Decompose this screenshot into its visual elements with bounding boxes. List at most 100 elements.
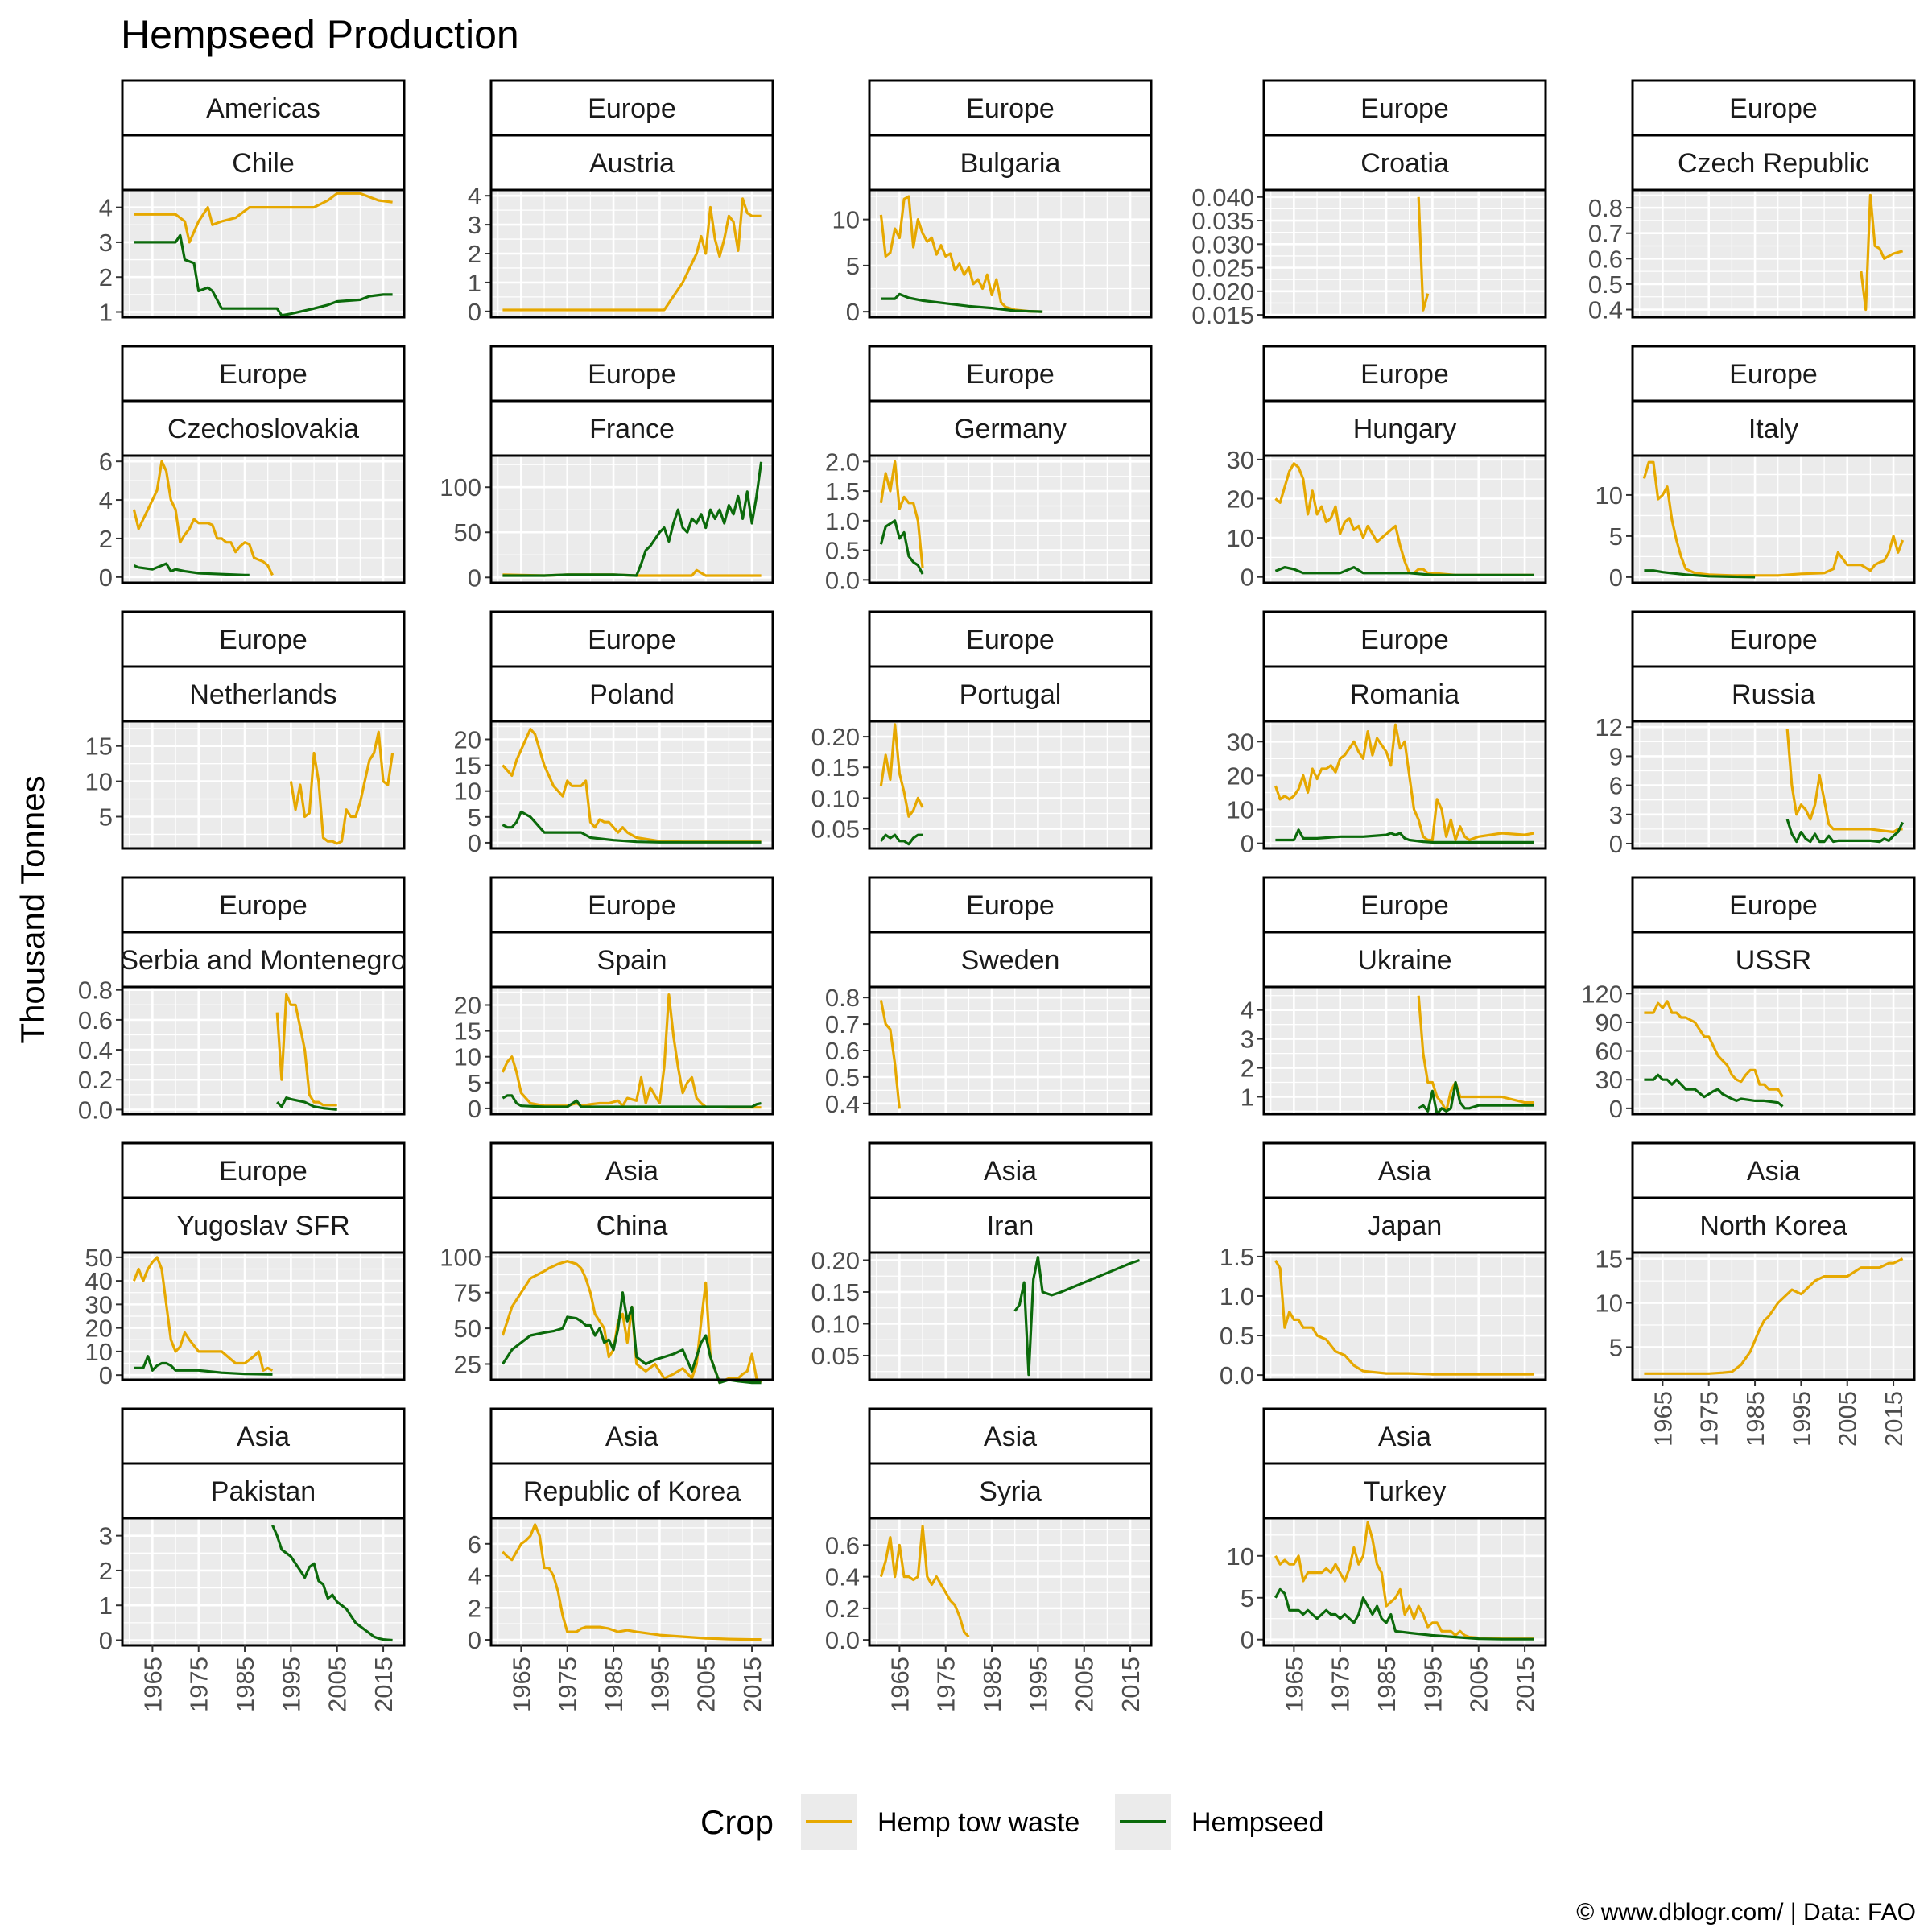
facet-country-label: Czech Republic [1678,148,1869,179]
facet-strip-region [489,345,774,402]
series-line-hempseed [879,519,924,575]
y-tick-label: 10 [1596,481,1623,510]
facet-country-label: Romania [1350,679,1459,710]
y-tick-label: 30 [1227,728,1254,756]
y-tick-label: 2 [99,1557,113,1585]
y-tick-label: 10 [1227,524,1254,552]
series-line-hemp-tow-waste [879,460,924,568]
y-tick-label: 3 [99,229,113,257]
y-tick-label: 4 [99,486,113,514]
facet-strip-region [489,1141,774,1199]
facet-iran: Asia Iran 0.05 0.10 0.15 0.20 [811,1141,1153,1381]
facet-region-label: Asia [605,1156,658,1187]
facet-strip-country [1262,1462,1547,1520]
facet-strip-region [1262,79,1547,137]
facet-country-label: Hungary [1353,414,1457,444]
x-tick-label: 1985 [1741,1391,1769,1447]
series-line-hemp-tow-waste [1642,460,1905,577]
facet-netherlands: Europe Netherlands 5 10 15 [85,610,406,850]
x-tick-label: 1985 [600,1657,628,1712]
facet-strip-region [121,345,406,402]
facet-panel-border [489,188,774,319]
series-line-hemp-tow-waste [502,197,762,312]
series-line-hempseed [1013,1255,1141,1377]
y-tick-label: 10 [85,768,113,796]
series-line-hemp-tow-waste [134,192,393,244]
facet-grid-lines [491,190,773,317]
y-tick-label: 0 [1241,1626,1254,1654]
facet-chile: Americas Chile 1 2 3 4 [99,79,406,327]
y-tick-label: 0 [468,298,481,326]
facet-panel-border [868,1251,1153,1381]
facet-strip-country [489,399,774,457]
facet-panel-border [1631,454,1916,584]
series-line-hempseed [276,1096,337,1111]
facet-panel [122,721,404,848]
facet-strip-region [868,79,1153,137]
y-tick-label: 0.6 [825,1531,860,1559]
series-line-hempseed [502,810,762,844]
facet-strip-country [121,931,406,989]
y-tick-label: 120 [1581,980,1623,1008]
y-tick-label: 0 [99,1361,113,1389]
series-line-hemp-tow-waste [879,1525,970,1638]
series-line-hemp-tow-waste [1644,1000,1784,1098]
facet-region-label: Europe [588,890,676,921]
facet-region-label: Europe [1729,359,1818,390]
y-tick-label: 90 [1596,1009,1623,1037]
facet-czechoslovakia: Europe Czechoslovakia 0 2 4 6 [99,345,406,592]
y-tick-label: 2 [468,1594,481,1622]
facet-panel-border [1631,985,1916,1116]
y-tick-label: 0.10 [811,784,860,812]
y-tick-label: 6 [99,448,113,476]
facet-panel-border [121,454,406,584]
facet-region-label: Europe [219,890,308,921]
facet-romania: Europe Romania 0 10 20 30 [1227,610,1547,858]
y-tick-label: 25 [454,1350,481,1378]
y-tick-label: 0.15 [811,753,860,782]
facet-grid-lines [1633,987,1914,1114]
facet-panel-border [489,720,774,850]
y-tick-label: 0 [99,564,113,592]
y-tick-label: 5 [846,252,860,280]
y-tick-label: 10 [832,206,860,234]
facet-country-label: Croatia [1360,148,1449,179]
y-tick-label: 0.15 [811,1278,860,1307]
series-line-hemp-tow-waste [1860,193,1904,312]
x-tick-label: 1965 [507,1657,535,1712]
y-tick-label: 0 [468,1095,481,1123]
series-line-hempseed [1785,819,1905,844]
y-tick-label: 0.5 [825,537,860,565]
x-tick-label: 1975 [1695,1391,1724,1447]
y-tick-label: 60 [1596,1038,1623,1066]
y-tick-label: 5 [468,803,481,832]
facet-strip-country [1631,134,1916,192]
facet-country-label: Italy [1748,414,1798,444]
facet-panel [491,1518,773,1645]
y-tick-label: 0.4 [1588,296,1623,324]
y-tick-label: 0.0 [1220,1361,1254,1389]
x-tick-label: 2005 [1071,1657,1099,1712]
y-tick-label: 15 [454,752,481,780]
y-tick-label: 0.6 [825,1037,860,1065]
y-tick-label: 20 [1227,762,1254,790]
facet-grid-lines [869,456,1151,583]
facet-region-label: Europe [1360,890,1449,921]
y-tick-label: 10 [454,778,481,806]
facet-strip-country [868,134,1153,192]
facet-country-label: North Korea [1699,1211,1847,1241]
x-tick-label: 1995 [1024,1657,1052,1712]
facet-region-label: Europe [588,93,676,124]
facet-region-label: Europe [966,890,1055,921]
series-line-hemp-tow-waste [1417,196,1430,312]
x-tick-label: 2005 [1834,1391,1862,1447]
y-tick-label: 20 [85,1315,113,1343]
facet-country-label: Turkey [1364,1476,1447,1507]
y-tick-label: 0 [468,829,481,857]
facet-region-label: Europe [1729,625,1818,655]
facet-panel-border [1262,985,1547,1116]
series-line-hemp-tow-waste [132,460,274,576]
